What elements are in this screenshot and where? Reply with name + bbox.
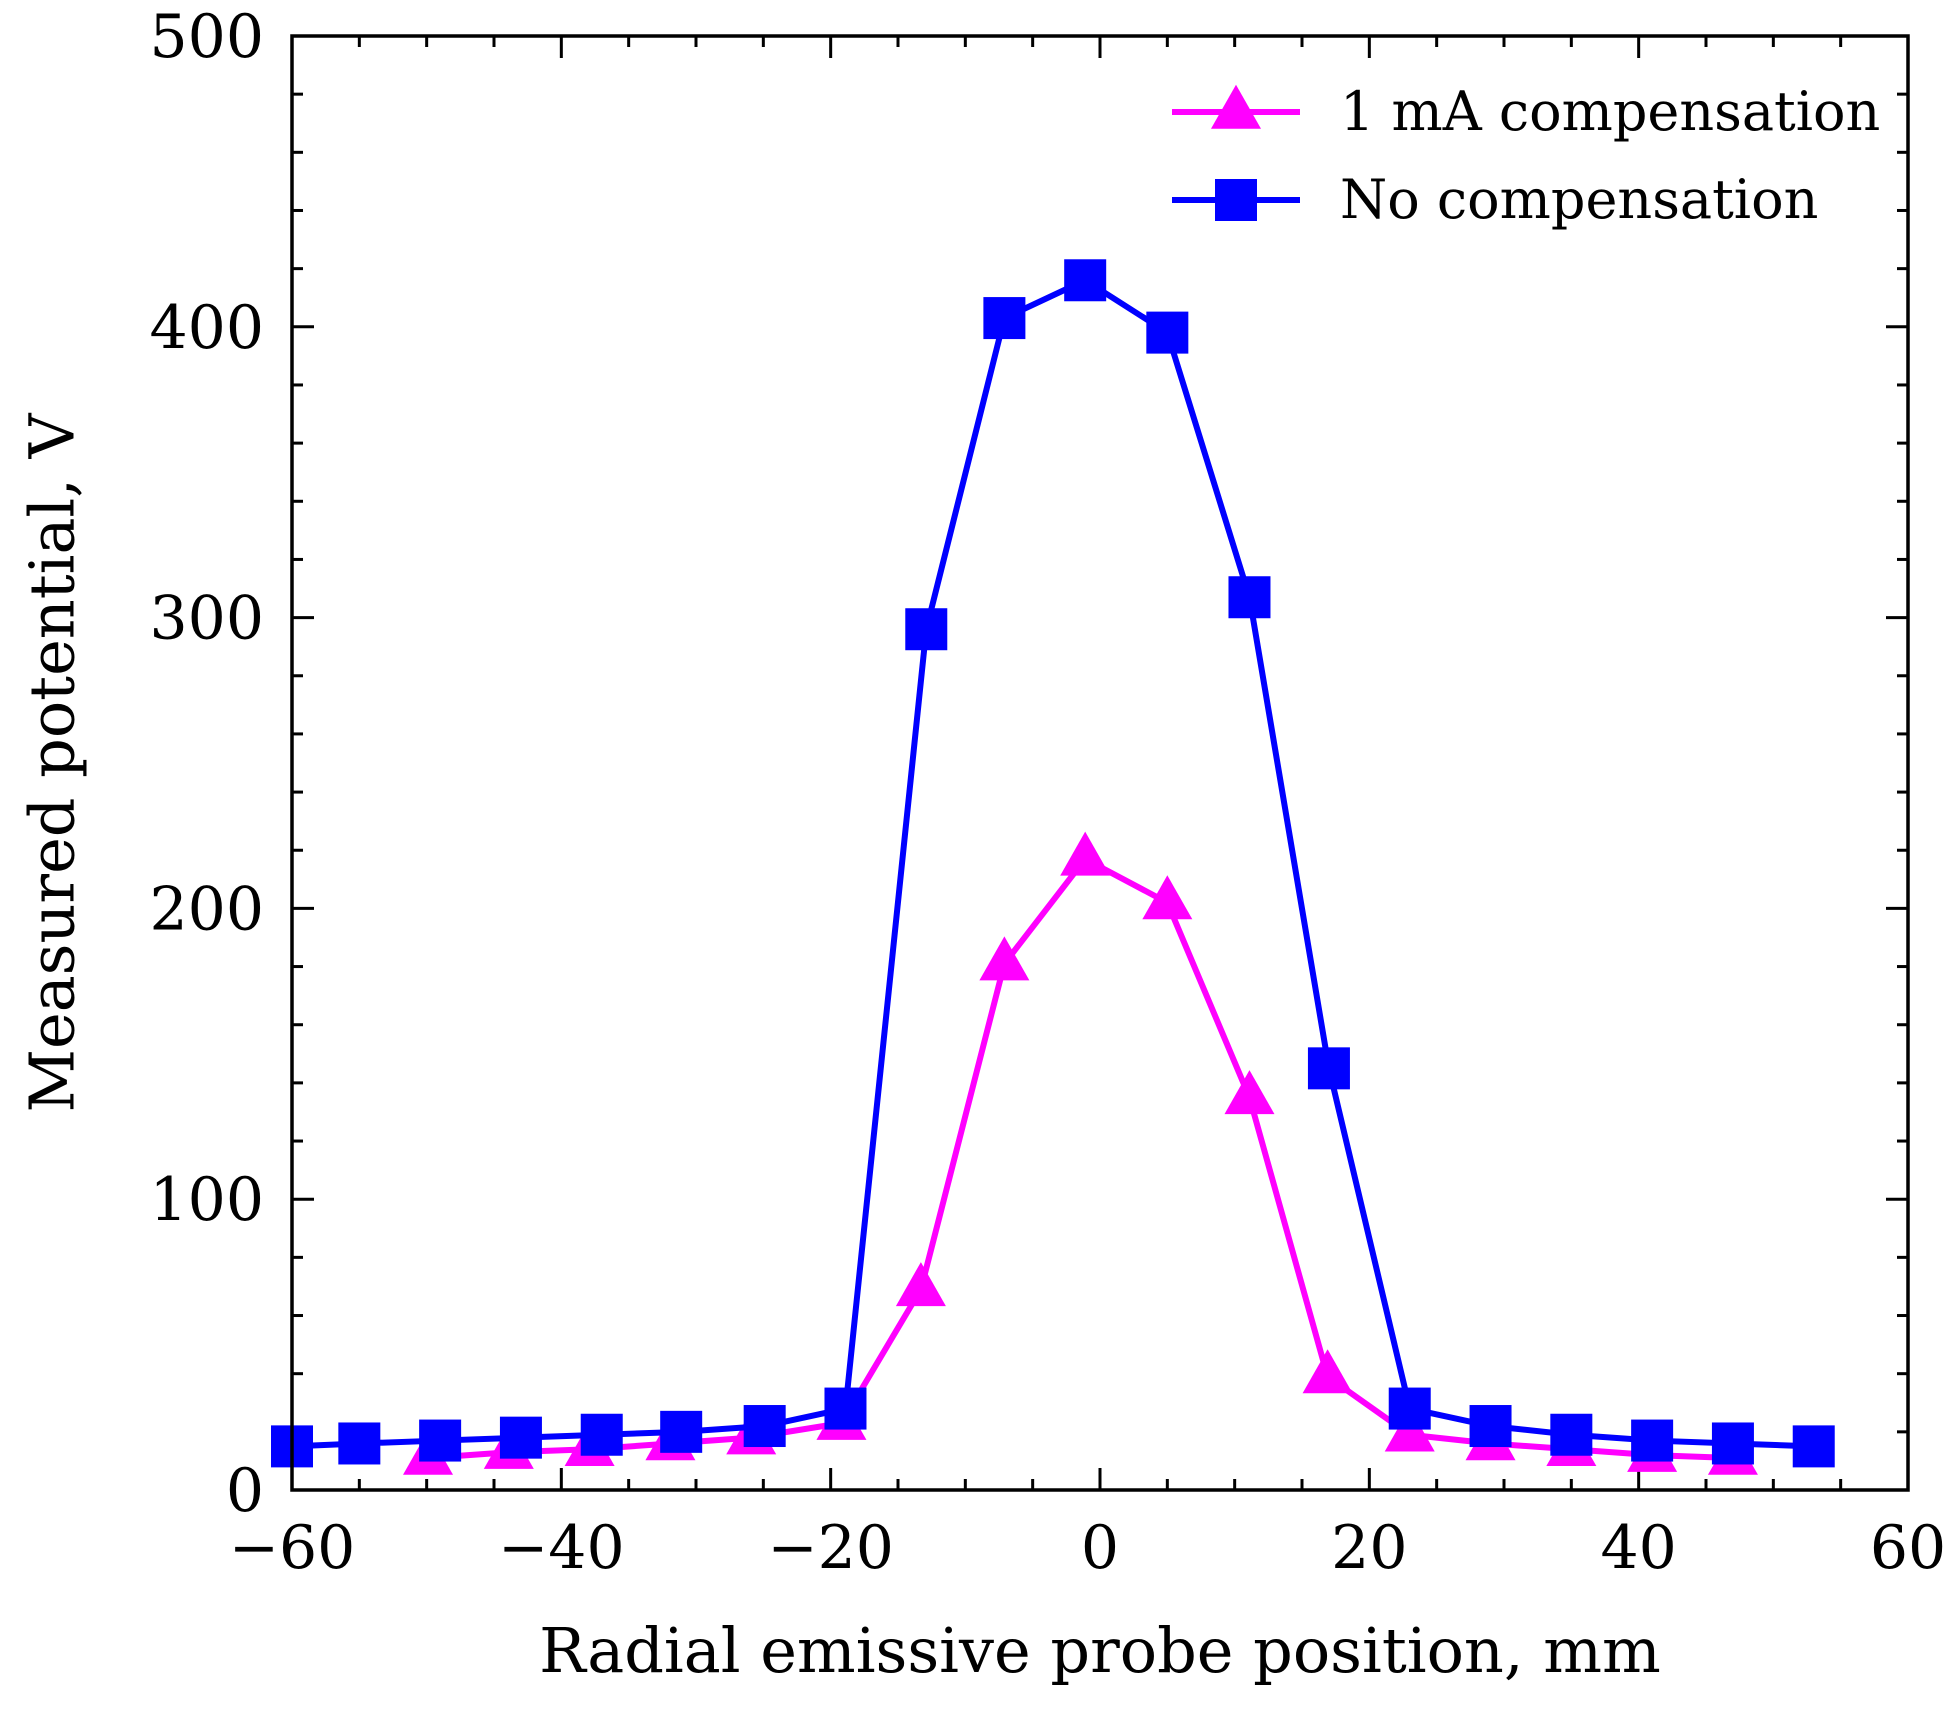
y-tick-label: 200	[149, 874, 264, 944]
data-point	[1224, 1070, 1275, 1115]
data-point	[1228, 576, 1271, 619]
data-point	[338, 1422, 381, 1465]
data-point	[1792, 1425, 1835, 1468]
data-point	[1711, 1422, 1754, 1465]
series-1	[271, 259, 1835, 1468]
data-point	[905, 608, 948, 651]
data-point	[895, 1262, 946, 1307]
data-point	[1388, 1387, 1431, 1430]
data-point	[1064, 259, 1107, 302]
legend-label: 1 mA compensation	[1340, 80, 1880, 143]
x-tick-label: −60	[229, 1513, 356, 1583]
data-point	[1142, 875, 1193, 920]
x-tick-label: −40	[498, 1513, 625, 1583]
data-point	[824, 1387, 867, 1430]
data-point	[1469, 1405, 1512, 1448]
x-tick-label: 0	[1081, 1513, 1119, 1583]
data-point	[1060, 831, 1111, 876]
x-axis-title: Radial emissive probe position, mm	[539, 1614, 1661, 1687]
data-point	[743, 1405, 786, 1448]
data-point	[983, 297, 1026, 340]
data-point	[979, 936, 1030, 981]
axis-ticks	[290, 34, 1910, 1492]
data-series	[271, 259, 1835, 1475]
data-point	[1302, 1349, 1353, 1394]
data-point	[580, 1413, 623, 1456]
tick-labels: −60 −40 −20 0 20 40 60 0 100 200 300 400 500	[149, 2, 1946, 1583]
series-0	[403, 831, 1758, 1475]
series-line	[427, 855, 1734, 1462]
y-axis-title: Measured potential, V	[16, 412, 89, 1112]
y-tick-label: 400	[149, 293, 264, 363]
x-tick-label: 60	[1870, 1513, 1946, 1583]
plot-frame	[290, 34, 1910, 1492]
x-tick-label: 40	[1600, 1513, 1676, 1583]
data-point	[1631, 1419, 1674, 1462]
data-point	[1550, 1413, 1593, 1456]
series-line	[291, 277, 1814, 1450]
data-point	[419, 1419, 462, 1462]
x-tick-label: 20	[1331, 1513, 1407, 1583]
data-point	[499, 1416, 542, 1459]
legend-square-marker	[1215, 179, 1257, 221]
data-point	[1307, 1047, 1350, 1090]
y-tick-label: 100	[149, 1165, 264, 1235]
x-tick-label: −20	[767, 1513, 894, 1583]
data-point	[660, 1410, 703, 1453]
data-point	[1146, 311, 1189, 354]
y-tick-label: 500	[149, 2, 264, 72]
y-tick-label: 300	[149, 584, 264, 654]
legend: 1 mA compensation No compensation	[1172, 80, 1880, 231]
legend-label: No compensation	[1340, 168, 1818, 231]
legend-triangle-marker	[1211, 84, 1261, 129]
y-tick-label: 0	[226, 1456, 264, 1526]
